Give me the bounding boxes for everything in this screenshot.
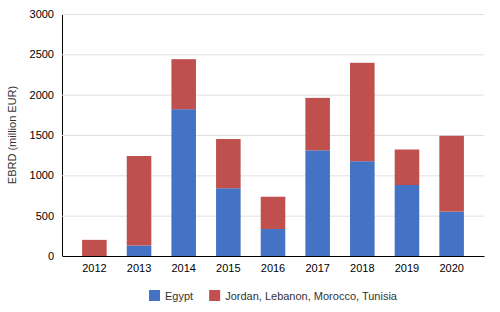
y-tick: 2500: [30, 48, 484, 60]
x-tick: 2018: [350, 262, 374, 274]
y-axis: 0 500 1000 1500 2000 2500 3000: [30, 8, 484, 262]
bar: [82, 240, 107, 256]
x-axis: 2012 2013 2014 2015 2016 2017 2018 2019 2020: [63, 257, 485, 274]
y-tick: 3000: [30, 8, 484, 20]
bar: [261, 229, 286, 256]
x-tick-label: 2018: [350, 262, 374, 274]
bar: [395, 150, 420, 185]
x-tick: 2012: [82, 262, 106, 274]
bar: [127, 246, 152, 256]
y-tick: 1500: [30, 129, 484, 141]
bar: [439, 212, 464, 256]
y-tick-label: 2500: [30, 48, 54, 60]
series: [127, 109, 464, 256]
x-tick-label: 2016: [261, 262, 285, 274]
legend-item: Egypt: [149, 290, 193, 302]
x-tick: 2015: [216, 262, 240, 274]
x-tick-label: 2013: [127, 262, 151, 274]
y-tick-label: 2000: [30, 89, 54, 101]
x-tick: 2013: [127, 262, 151, 274]
bar: [127, 156, 152, 246]
y-tick-label: 0: [48, 250, 54, 262]
legend-swatch: [209, 290, 220, 301]
grid-line: [62, 135, 484, 136]
legend-label: Egypt: [165, 290, 193, 302]
legend-item: Jordan, Lebanon, Morocco, Tunisia: [209, 290, 398, 302]
x-tick-label: 2012: [82, 262, 106, 274]
bar: [216, 188, 241, 256]
x-tick-label: 2020: [439, 262, 463, 274]
bar: [350, 63, 375, 161]
x-tick: 2014: [171, 262, 195, 274]
bar: [305, 98, 330, 150]
bar: [439, 136, 464, 212]
legend-label: Jordan, Lebanon, Morocco, Tunisia: [225, 290, 398, 302]
grid-line: [62, 175, 484, 176]
bar: [305, 150, 330, 256]
bar: [261, 197, 286, 229]
x-tick-label: 2015: [216, 262, 240, 274]
x-axis-line: [63, 256, 485, 257]
plot: 0 500 1000 1500 2000 2500 3000 2012 2013 2014 2015…: [30, 8, 485, 274]
x-tick-label: 2019: [395, 262, 419, 274]
x-tick: 2019: [395, 262, 419, 274]
x-tick-label: 2014: [171, 262, 195, 274]
grid-line: [62, 95, 484, 96]
y-tick: 2000: [30, 89, 484, 101]
bar: [216, 139, 241, 188]
grid-line: [62, 256, 484, 257]
y-tick-label: 1000: [30, 169, 54, 181]
x-tick: 2017: [305, 262, 329, 274]
y-tick-label: 1500: [30, 129, 54, 141]
bar: [171, 109, 196, 256]
bar: [350, 161, 375, 256]
grid-line: [62, 14, 484, 15]
bar: [171, 59, 196, 109]
y-tick-label: 500: [36, 210, 54, 222]
y-tick-label: 3000: [30, 8, 54, 20]
y-axis-line: [63, 15, 485, 257]
grid-line: [62, 54, 484, 55]
series: [82, 59, 464, 256]
legend-swatch: [149, 290, 160, 301]
bars: [82, 59, 464, 256]
chart: 0 500 1000 1500 2000 2500 3000 2012 2013 2014 2015…: [0, 0, 500, 312]
legend: Egypt Jordan, Lebanon, Morocco, Tunisia: [149, 290, 398, 302]
x-tick: 2020: [439, 262, 463, 274]
x-tick-label: 2017: [305, 262, 329, 274]
bar: [395, 185, 420, 256]
x-tick: 2016: [261, 262, 285, 274]
y-axis-title: EBRD (million EUR): [6, 86, 18, 184]
